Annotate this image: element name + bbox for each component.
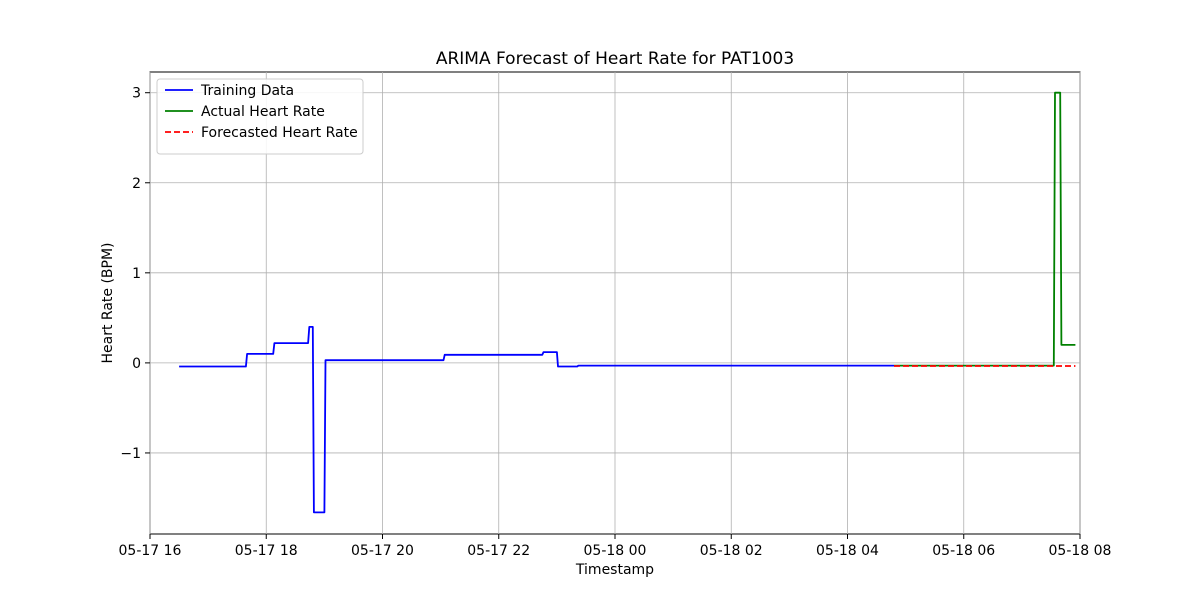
x-tick-label: 05-17 16 [119,543,182,559]
legend-box [156,78,364,155]
x-tick-label: 05-18 08 [1049,543,1112,559]
y-tick-label: −1 [120,446,141,462]
y-tick-label: 2 [132,176,141,192]
grid-lines [149,72,1081,534]
legend-label: Training Data [200,83,294,99]
y-tick-label: 1 [132,266,141,282]
y-tick-label: 0 [132,356,141,372]
series-line-actual-heart-rate [894,91,1076,367]
y-axis-label: Heart Rate (BPM) [100,242,116,363]
x-tick-label: 05-18 04 [816,543,879,559]
x-axis-label: Timestamp [575,562,654,578]
y-tick-label: 3 [132,86,141,102]
x-tick-label: 05-18 00 [584,543,647,559]
x-tick-label: 05-17 20 [351,543,414,559]
series-lines [179,91,1076,514]
x-tick-label: 05-17 18 [235,543,298,559]
x-axis: 05-17 16 05-17 18 05-17 20 05-17 22 05-18 00… [119,534,1112,559]
x-tick-label: 05-17 22 [467,543,530,559]
legend-label: Forecasted Heart Rate [201,125,358,141]
legend: Training Data Actual Heart Rate Forecasted… [156,78,364,155]
series-line-training-data [179,325,894,514]
x-tick-label: 05-18 06 [932,543,995,559]
x-tick-label: 05-18 02 [700,543,763,559]
y-axis: −1 0 1 2 3 [120,86,150,462]
legend-label: Actual Heart Rate [201,104,325,120]
chart-title: ARIMA Forecast of Heart Rate for PAT1003 [436,49,794,69]
